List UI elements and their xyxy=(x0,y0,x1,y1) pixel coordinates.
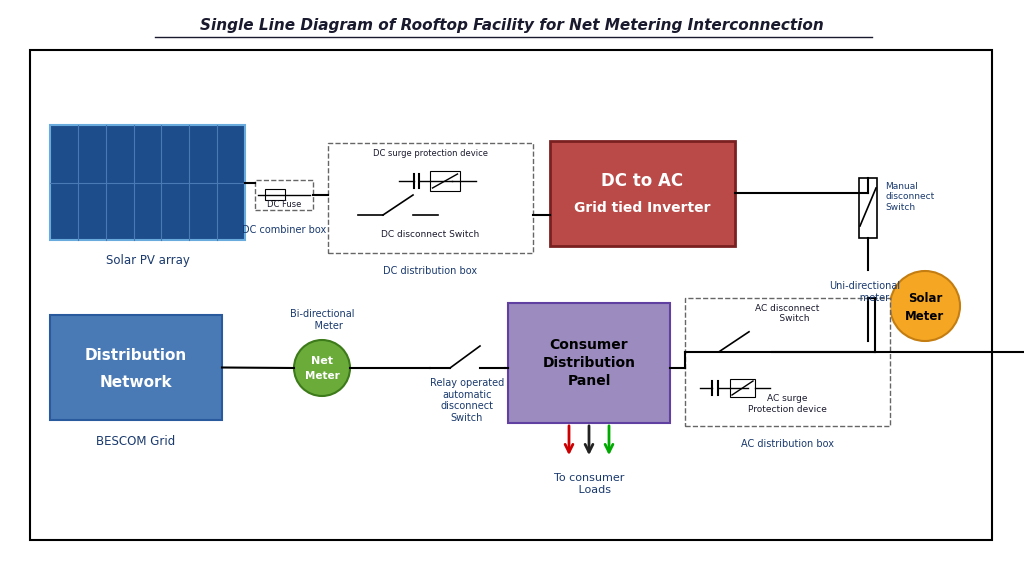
Text: Uni-directional
      meter: Uni-directional meter xyxy=(829,281,900,303)
Text: BESCOM Grid: BESCOM Grid xyxy=(96,435,176,448)
Text: Consumer: Consumer xyxy=(550,338,629,352)
Text: Relay operated
automatic
disconnect
Switch: Relay operated automatic disconnect Swit… xyxy=(430,378,504,423)
Text: Network: Network xyxy=(99,375,172,390)
Bar xyxy=(685,298,890,426)
Bar xyxy=(255,180,313,210)
Bar xyxy=(328,143,534,253)
Text: DC combiner box: DC combiner box xyxy=(242,225,326,235)
Text: To consumer
   Loads: To consumer Loads xyxy=(554,473,625,495)
Text: DC distribution box: DC distribution box xyxy=(383,266,477,276)
Text: DC surge protection device: DC surge protection device xyxy=(373,149,488,158)
Text: DC disconnect Switch: DC disconnect Switch xyxy=(381,231,479,240)
Bar xyxy=(265,190,285,201)
Text: AC disconnect
     Switch: AC disconnect Switch xyxy=(756,304,819,323)
Bar xyxy=(859,178,877,238)
Text: Distribution: Distribution xyxy=(85,348,187,363)
Circle shape xyxy=(294,340,350,396)
Bar xyxy=(429,171,460,191)
Text: Panel: Panel xyxy=(567,374,610,388)
Text: Bi-directional
    Meter: Bi-directional Meter xyxy=(290,309,354,331)
Bar xyxy=(50,315,222,420)
Text: AC distribution box: AC distribution box xyxy=(741,439,834,449)
Text: DC Fuse: DC Fuse xyxy=(267,200,301,209)
Text: Meter: Meter xyxy=(304,371,339,381)
Text: Net: Net xyxy=(311,356,333,366)
Text: Grid tied Inverter: Grid tied Inverter xyxy=(574,202,711,215)
Text: DC to AC: DC to AC xyxy=(601,173,684,190)
Text: Solar PV array: Solar PV array xyxy=(105,254,189,267)
Circle shape xyxy=(890,271,961,341)
Text: Manual
disconnect
Switch: Manual disconnect Switch xyxy=(885,182,934,212)
Text: Single Line Diagram of Rooftop Facility for Net Metering Interconnection: Single Line Diagram of Rooftop Facility … xyxy=(200,19,824,34)
Text: Distribution: Distribution xyxy=(543,356,636,370)
Bar xyxy=(508,303,670,423)
Bar xyxy=(30,50,992,540)
Text: Meter: Meter xyxy=(905,310,944,323)
Text: Solar: Solar xyxy=(908,293,942,306)
Text: AC surge
Protection device: AC surge Protection device xyxy=(749,394,827,414)
Bar xyxy=(50,125,245,240)
Bar xyxy=(550,141,735,246)
Bar xyxy=(730,379,755,397)
